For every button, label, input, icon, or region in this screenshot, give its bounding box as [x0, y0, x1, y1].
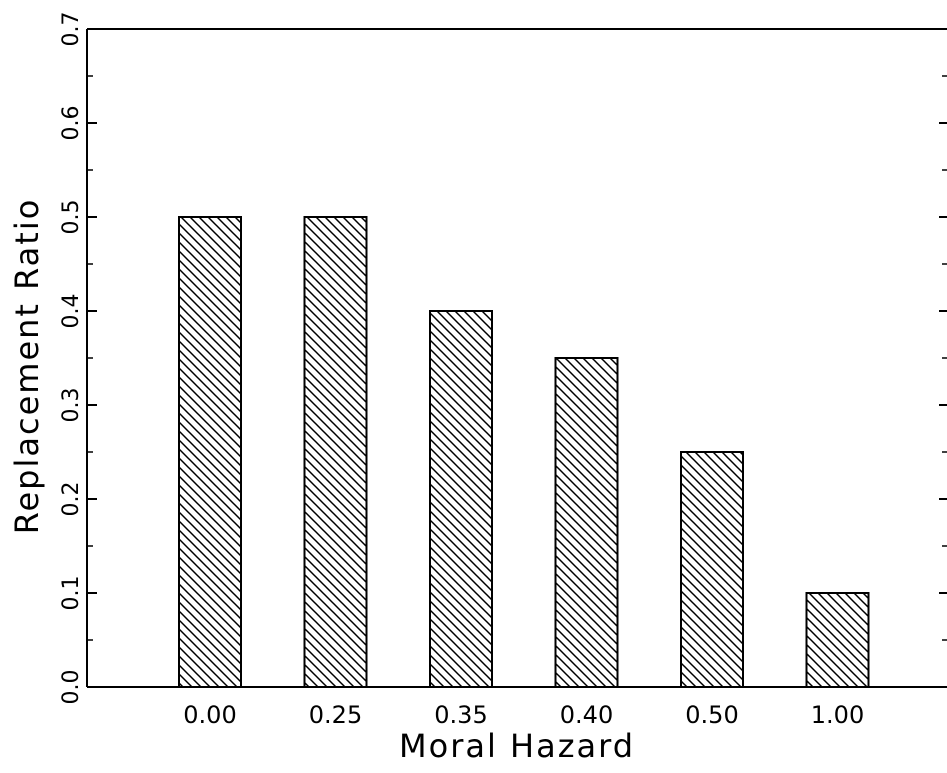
x-tick-label: 0.50 [685, 701, 738, 729]
y-axis-label: Replacement Ratio [8, 198, 46, 535]
bar-0.35 [429, 310, 493, 688]
bar-0.25 [303, 216, 368, 688]
bar-0.40 [554, 357, 619, 688]
x-tick-label: 0.25 [309, 701, 362, 729]
x-tick-label: 1.00 [811, 701, 864, 729]
bar-1.00 [805, 592, 870, 688]
y-tick-label: 0.7 [59, 12, 84, 47]
y-axis-ticks: 0.0 0.1 0.2 0.3 0.4 0.5 0.6 0.7 [59, 12, 947, 705]
y-tick-label: 0.6 [59, 106, 84, 141]
bar-0.50 [680, 451, 744, 688]
x-tick-label: 0.40 [560, 701, 613, 729]
y-tick-label: 0.1 [59, 576, 84, 611]
bars-group [178, 216, 870, 688]
x-tick-label: 0.35 [434, 701, 487, 729]
bar-0.00 [178, 216, 242, 688]
y-tick-label: 0.5 [59, 200, 84, 235]
y-tick-label: 0.3 [59, 388, 84, 423]
x-axis-ticks: 0.00 0.25 0.35 0.40 0.50 1.00 [183, 701, 864, 729]
y-tick-label: 0.0 [59, 670, 84, 705]
x-axis-label: Moral Hazard [399, 727, 635, 765]
x-tick-label: 0.00 [183, 701, 236, 729]
y-tick-label: 0.2 [59, 482, 84, 517]
y-tick-label: 0.4 [59, 294, 84, 329]
